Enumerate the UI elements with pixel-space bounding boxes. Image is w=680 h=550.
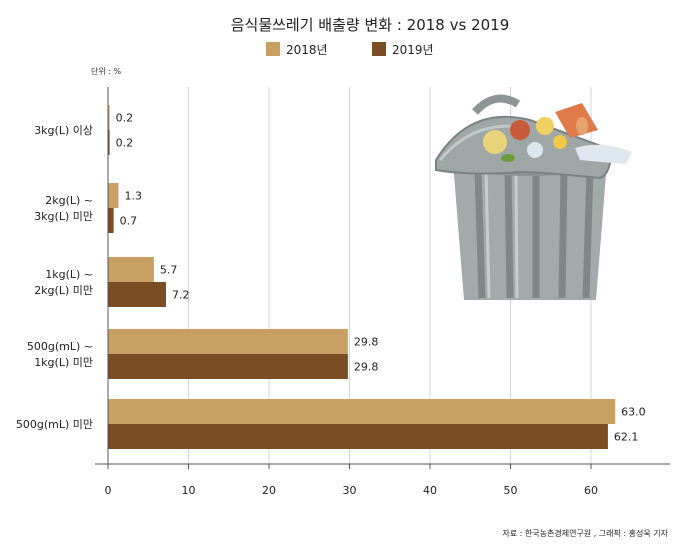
- legend-label-2019: 2019년: [392, 43, 434, 57]
- bar-2019-cat5: [108, 424, 608, 449]
- x-tick-label-30: 30: [343, 484, 357, 497]
- bar-2019-cat3: [108, 282, 166, 307]
- x-tick-label-40: 40: [423, 484, 437, 497]
- category-label-3-line1: 1kg(L) ~: [45, 268, 93, 281]
- legend-swatch-2018: [266, 42, 280, 56]
- chart-title: 음식물쓰레기 배출량 변화 : 2018 vs 2019: [231, 16, 510, 34]
- bar-2018-cat5: [108, 399, 616, 424]
- data-label-2019-cat3: 7.2: [172, 289, 190, 302]
- category-label-2-line2: 3kg(L) 미만: [34, 210, 93, 223]
- category-labels: 3kg(L) 이상 2kg(L) ~ 3kg(L) 미만 1kg(L) ~ 2kg(L)…: [16, 124, 93, 431]
- data-label-2018-cat3: 5.7: [160, 264, 178, 277]
- data-label-2019-cat5: 62.1: [614, 431, 639, 444]
- bar-2019-cat1: [108, 130, 110, 155]
- category-label-1-line1: 3kg(L) 이상: [34, 124, 93, 137]
- data-label-2018-cat2: 1.3: [124, 190, 142, 203]
- bar-2019-cat2: [108, 208, 114, 233]
- bar-2018-cat1: [108, 105, 110, 130]
- x-tick-label-0: 0: [105, 484, 112, 497]
- x-tick-label-20: 20: [262, 484, 276, 497]
- bar-2018-cat2: [108, 183, 119, 208]
- source-text: 자료 : 한국농촌경제연구원 , 그래픽 : 홍성욱 기자: [502, 528, 668, 538]
- data-label-2019-cat2: 0.7: [120, 215, 138, 228]
- legend-label-2018: 2018년: [286, 43, 328, 57]
- category-label-3-line2: 2kg(L) 미만: [34, 284, 93, 297]
- bar-2019-cat4: [108, 354, 348, 379]
- trash-can-icon: [435, 94, 632, 300]
- data-label-2018-cat1: 0.2: [116, 112, 134, 125]
- bar-2018-cat3: [108, 257, 154, 282]
- legend: 2018년 2019년: [266, 42, 434, 57]
- data-label-2018-cat5: 63.0: [621, 406, 646, 419]
- legend-swatch-2019: [372, 42, 386, 56]
- data-label-2018-cat4: 29.8: [354, 336, 379, 349]
- category-label-4-line1: 500g(mL) ~: [27, 340, 93, 353]
- category-label-4-line2: 1kg(L) 미만: [34, 356, 93, 369]
- category-label-5-line1: 500g(mL) 미만: [16, 418, 93, 431]
- data-label-2019-cat4: 29.8: [354, 361, 379, 374]
- unit-label: 단위 : %: [91, 66, 122, 76]
- category-label-2-line1: 2kg(L) ~: [45, 194, 93, 207]
- x-tick-label-10: 10: [182, 484, 196, 497]
- x-ticks: 0 10 20 30 40 50 60: [105, 464, 598, 497]
- x-tick-label-50: 50: [504, 484, 518, 497]
- bar-2018-cat4: [108, 329, 348, 354]
- bars: 0.2 0.2 1.3 0.7 5.7 7.2 29.8 29.8 63.0 62.1: [108, 105, 646, 449]
- x-tick-label-60: 60: [584, 484, 598, 497]
- data-label-2019-cat1: 0.2: [116, 137, 134, 150]
